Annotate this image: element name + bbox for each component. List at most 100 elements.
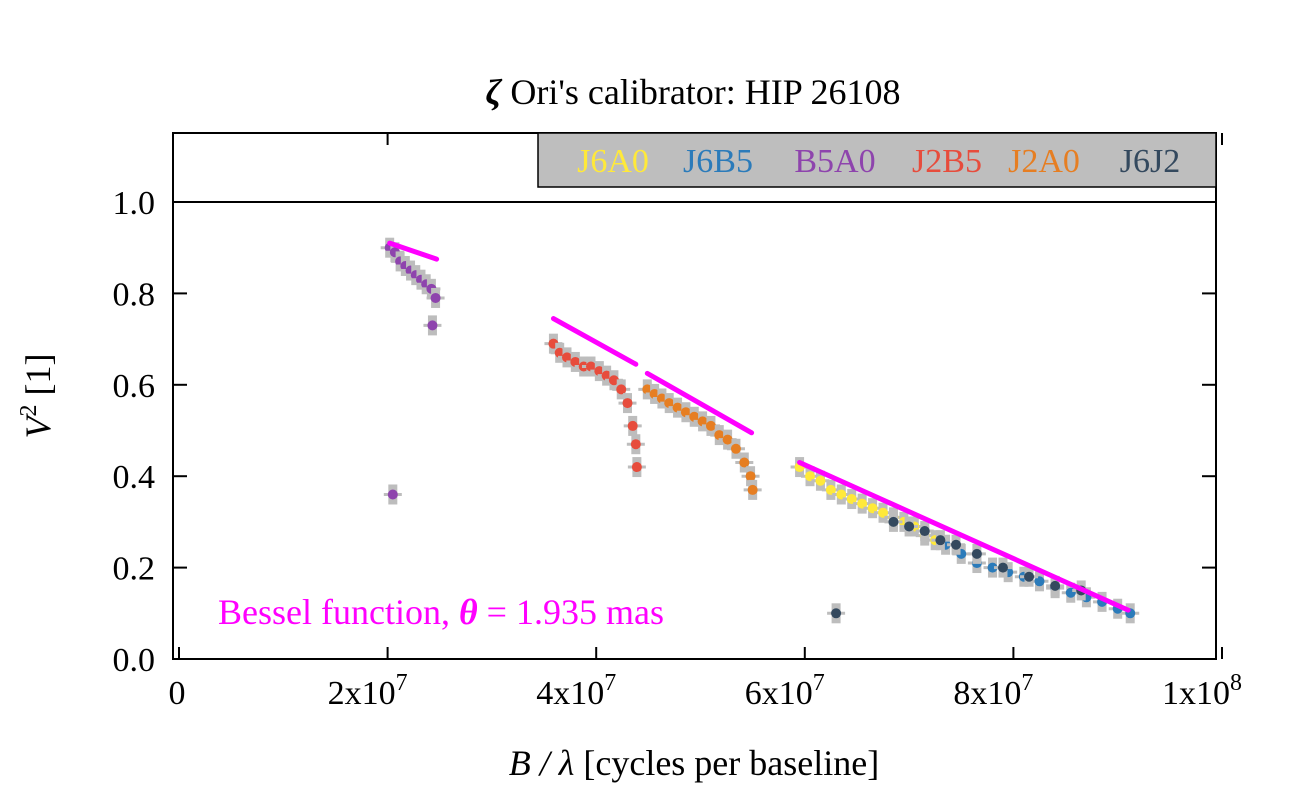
legend: J6A0 J6B5 B5A0 J2B5 J2A0 J6J2 bbox=[537, 132, 1217, 188]
data-point-J2B5-10 bbox=[622, 398, 633, 409]
data-point-J2A0-5 bbox=[680, 407, 691, 418]
legend-entry-J6J2: J6J2 bbox=[1120, 143, 1180, 180]
data-point-J2A0-3 bbox=[664, 398, 675, 409]
data-point-B5A0-11 bbox=[427, 320, 438, 331]
data-point-J2B5-6 bbox=[594, 366, 605, 377]
series-J6B5 bbox=[936, 534, 1140, 624]
y-tick-label-5: 1.0 bbox=[113, 185, 156, 222]
data-point-J6A0-4 bbox=[836, 489, 847, 500]
data-point-J6J2-3 bbox=[935, 535, 946, 546]
data-point-J6A0-1 bbox=[805, 471, 816, 482]
x-axis-label-var: B / λ bbox=[509, 743, 575, 783]
bessel-model-segment-3 bbox=[797, 459, 1131, 613]
data-point-J6J2-6 bbox=[997, 562, 1008, 573]
y-tick-label-3: 0.6 bbox=[113, 368, 156, 405]
y-axis-label: V2 [1] bbox=[16, 354, 58, 439]
data-point-J6J2-8 bbox=[1050, 580, 1061, 591]
y-axis-label-sup: 2 bbox=[16, 404, 42, 416]
data-point-J2A0-0 bbox=[642, 384, 653, 395]
data-point-J2B5-7 bbox=[601, 370, 612, 381]
data-point-J6A0-6 bbox=[857, 498, 868, 509]
legend-entry-J2B5: J2B5 bbox=[912, 143, 982, 180]
title-zeta-symbol: ζ bbox=[486, 72, 503, 112]
data-point-J2B5-2 bbox=[561, 352, 572, 363]
x-tick-label-base: 0 bbox=[169, 675, 186, 712]
bessel-annotation: Bessel function, θ = 1.935 mas bbox=[218, 592, 664, 632]
data-point-J2A0-13 bbox=[745, 471, 756, 482]
x-tick-label-2: 4x107 bbox=[536, 670, 616, 712]
data-point-J6J2-5 bbox=[971, 548, 982, 559]
x-tick-label-exp: 7 bbox=[1021, 670, 1033, 696]
data-point-J2A0-6 bbox=[689, 411, 700, 422]
x-axis-label-rest: [cycles per baseline] bbox=[574, 743, 879, 783]
data-point-J2A0-9 bbox=[714, 430, 725, 441]
data-point-J2A0-12 bbox=[739, 457, 750, 468]
data-point-J2A0-1 bbox=[649, 388, 660, 399]
chart-title: ζ Ori's calibrator: HIP 26108 bbox=[486, 72, 901, 112]
data-point-J6J2-0 bbox=[888, 516, 899, 527]
data-point-J2A0-8 bbox=[705, 420, 716, 431]
data-point-J2A0-10 bbox=[722, 434, 733, 445]
x-tick-label-base: 2x10 bbox=[328, 675, 396, 712]
data-point-J6J2-1 bbox=[904, 521, 915, 532]
series-J2A0 bbox=[638, 379, 762, 500]
x-tick-label-exp: 7 bbox=[396, 670, 408, 696]
x-tick-label-exp: 8 bbox=[1230, 670, 1242, 696]
x-tick-label-base: 8x10 bbox=[953, 675, 1021, 712]
y-axis-label-rest: [1] bbox=[18, 354, 58, 405]
data-point-J2B5-5 bbox=[585, 361, 596, 372]
y-tick-label-1: 0.2 bbox=[113, 551, 156, 588]
data-point-J6A0-3 bbox=[825, 484, 836, 495]
x-axis-label: B / λ [cycles per baseline] bbox=[509, 743, 879, 783]
data-point-J6B5-6 bbox=[1034, 576, 1045, 587]
y-tick-label-2: 0.4 bbox=[113, 459, 156, 496]
x-tick-label-4: 8x107 bbox=[953, 670, 1033, 712]
x-tick-label-3: 6x107 bbox=[745, 670, 825, 712]
data-point-J6J2-4 bbox=[951, 539, 962, 550]
data-point-B5A0-10 bbox=[387, 489, 398, 500]
data-point-J2A0-4 bbox=[672, 402, 683, 413]
y-axis-ticks: 0.0 0.2 0.4 0.6 0.8 1.0 bbox=[113, 185, 1216, 679]
x-axis-ticks: 0 2x107 4x107 6x107 8x107 1x108 bbox=[169, 133, 1242, 712]
data-point-J2B5-11 bbox=[627, 420, 638, 431]
x-tick-label-exp: 7 bbox=[813, 670, 825, 696]
legend-entry-J6B5: J6B5 bbox=[683, 143, 753, 180]
bessel-model-segment-0 bbox=[387, 240, 440, 262]
series-B5A0 bbox=[380, 237, 445, 505]
data-point-B5A0-9 bbox=[430, 292, 441, 303]
data-point-J6A0-5 bbox=[846, 494, 857, 505]
data-point-J2B5-3 bbox=[570, 356, 581, 367]
x-tick-label-5: 1x108 bbox=[1162, 670, 1242, 712]
data-point-J6A0-8 bbox=[878, 507, 889, 518]
series-J6J2 bbox=[827, 511, 1091, 624]
bessel-model-segment-2 bbox=[644, 370, 755, 436]
y-axis-label-var: V bbox=[18, 412, 58, 438]
legend-entry-B5A0: B5A0 bbox=[794, 143, 875, 180]
data-point-J2A0-11 bbox=[730, 443, 741, 454]
data-point-J6B5-3 bbox=[987, 562, 998, 573]
data-point-J2B5-13 bbox=[631, 462, 642, 473]
data-point-J2A0-7 bbox=[697, 416, 708, 427]
model-curves bbox=[387, 240, 1131, 613]
bessel-model-segment-1 bbox=[550, 316, 639, 367]
data-point-J6J2-10 bbox=[831, 608, 842, 619]
title-text: Ori's calibrator: HIP 26108 bbox=[501, 72, 900, 112]
data-point-J2B5-1 bbox=[554, 347, 565, 358]
x-tick-label-0: 0 bbox=[169, 675, 186, 712]
legend-entry-J6A0: J6A0 bbox=[577, 143, 649, 180]
plot-area bbox=[380, 237, 1140, 624]
y-tick-label-4: 0.8 bbox=[113, 276, 156, 313]
data-point-J2B5-8 bbox=[608, 375, 619, 386]
annotation-theta-symbol: θ bbox=[459, 592, 478, 632]
data-point-J6A0-7 bbox=[867, 503, 878, 514]
x-tick-label-base: 1x10 bbox=[1162, 675, 1230, 712]
x-tick-label-base: 4x10 bbox=[536, 675, 604, 712]
series-J2B5 bbox=[544, 333, 646, 478]
legend-box bbox=[537, 132, 1217, 188]
legend-entry-J2A0: J2A0 bbox=[1008, 143, 1080, 180]
x-tick-label-base: 6x10 bbox=[745, 675, 813, 712]
data-point-J2B5-12 bbox=[630, 439, 641, 450]
data-point-J6J2-7 bbox=[1024, 571, 1035, 582]
annotation-text-before: Bessel function, bbox=[218, 592, 459, 632]
